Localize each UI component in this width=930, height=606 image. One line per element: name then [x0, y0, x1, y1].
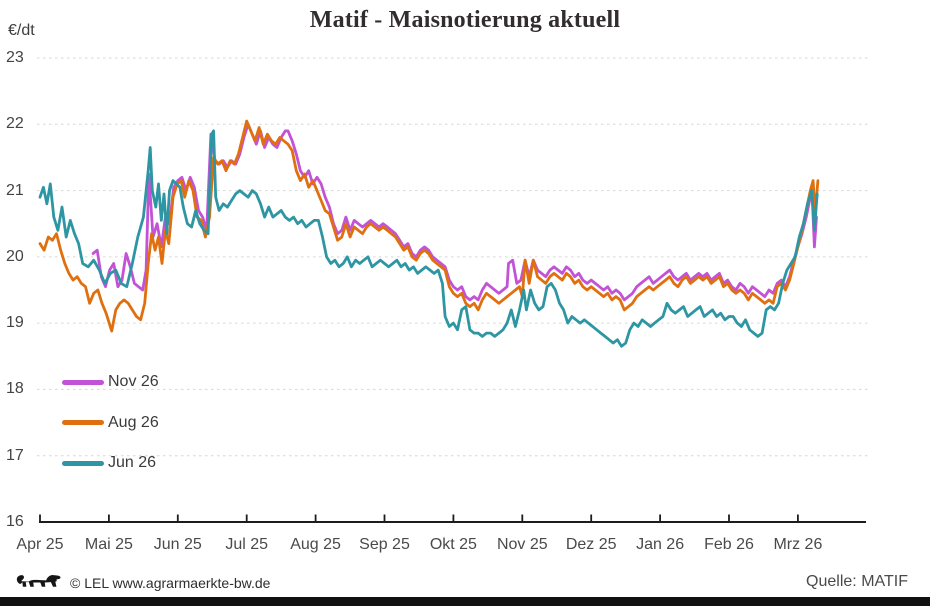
- x-tick-label-aug-25: Aug 25: [290, 536, 341, 553]
- y-tick-label-21: 21: [6, 181, 24, 199]
- series-line-aug-26: [38, 119, 820, 333]
- legend-swatch-icon: [62, 420, 104, 426]
- y-axis-unit-label: €/dt: [8, 22, 35, 39]
- x-tick-label-nov-25: Nov 25: [496, 536, 548, 553]
- y-tick-label-22: 22: [6, 115, 24, 133]
- source-text: Quelle: MATIF: [806, 573, 908, 590]
- y-tick-label-19: 19: [6, 314, 24, 332]
- legend-item-aug-26: Aug 26: [62, 403, 159, 444]
- legend-item-nov-26: Nov 26: [62, 362, 159, 403]
- copyright-text: © LEL www.agrarmaerkte-bw.de: [70, 575, 271, 591]
- x-tick-label-mai-25: Mai 25: [84, 536, 133, 553]
- legend-swatch-icon: [62, 379, 104, 385]
- series-line-jun-26: [38, 129, 819, 348]
- y-tick-label-18: 18: [6, 380, 24, 398]
- legend-label: Nov 26: [108, 373, 159, 391]
- bw-lion-logo: [16, 575, 61, 587]
- x-tick-label-feb-26: Feb 26: [704, 536, 754, 553]
- legend-label: Aug 26: [108, 413, 159, 431]
- chart-legend: Nov 26 Aug 26 Jun 26: [62, 362, 159, 484]
- chart-title: Matif - Maisnotierung aktuell: [309, 7, 621, 33]
- y-tick-label-20: 20: [6, 247, 24, 265]
- y-tick-label-16: 16: [6, 513, 24, 530]
- legend-item-jun-26: Jun 26: [62, 443, 159, 484]
- legend-swatch-icon: [62, 460, 104, 466]
- bottom-black-bar: [0, 597, 930, 606]
- x-tick-label-mrz-26: Mrz 26: [773, 536, 823, 553]
- x-tick-label-sep-25: Sep 25: [359, 536, 410, 553]
- x-tick-label-okt-25: Okt 25: [429, 536, 477, 553]
- y-tick-label-23: 23: [6, 49, 24, 66]
- series-line-nov-26: [91, 122, 818, 302]
- x-tick-label-dez-25: Dez 25: [565, 536, 617, 553]
- x-tick-label-jun-25: Jun 25: [153, 536, 202, 553]
- y-tick-label-17: 17: [6, 446, 24, 464]
- x-tick-label-jan-26: Jan 26: [636, 536, 685, 553]
- legend-label: Jun 26: [108, 454, 157, 472]
- x-tick-label-apr-25: Apr 25: [16, 536, 64, 553]
- x-tick-label-jul-25: Jul 25: [225, 536, 269, 553]
